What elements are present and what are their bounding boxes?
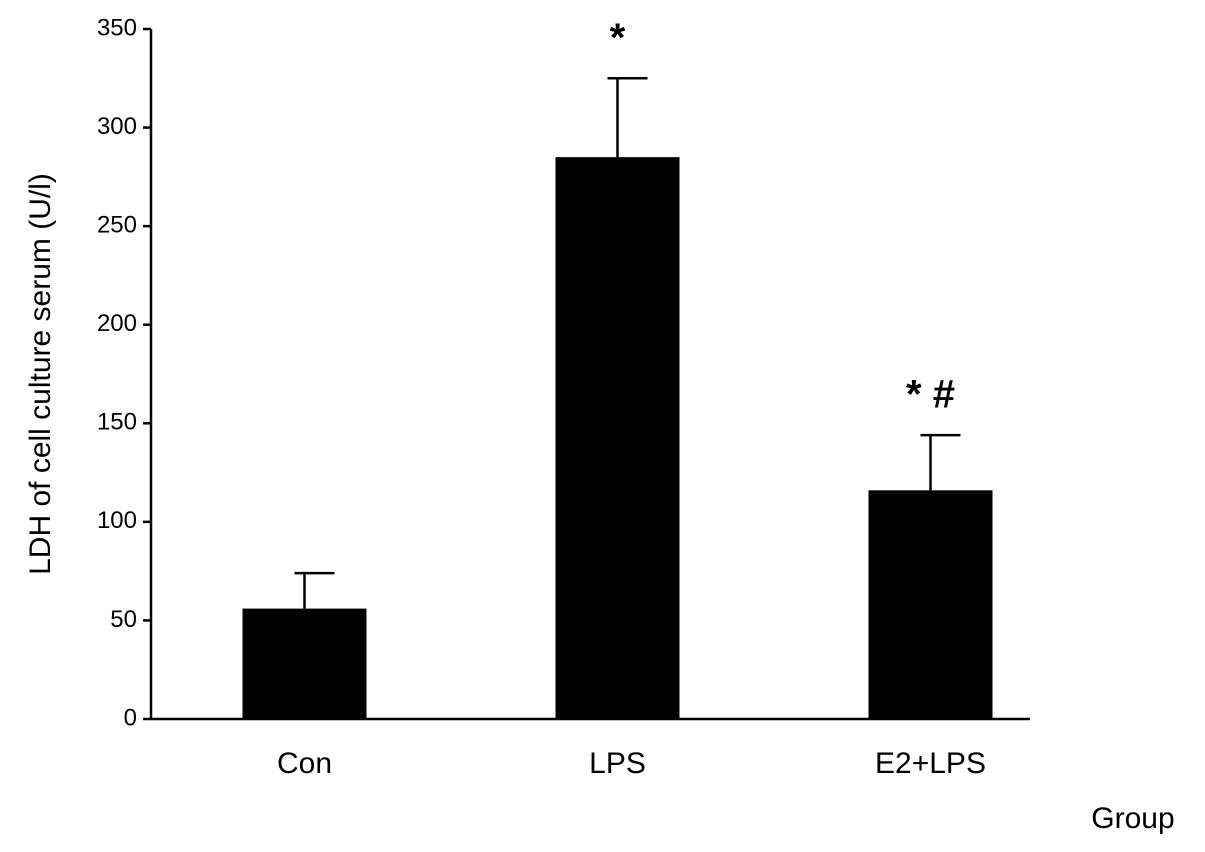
y-tick-label: 50 bbox=[110, 606, 137, 633]
bar bbox=[242, 608, 367, 719]
bar bbox=[555, 157, 680, 720]
x-tick-label: Con bbox=[277, 747, 332, 780]
y-tick-label: 300 bbox=[97, 113, 137, 140]
y-tick-label: 350 bbox=[97, 14, 137, 41]
y-tick-label: 200 bbox=[97, 310, 137, 337]
y-tick-label: 150 bbox=[97, 409, 137, 436]
y-tick-label: 250 bbox=[97, 211, 137, 238]
y-axis-title: LDH of cell culture serum (U/l) bbox=[24, 173, 57, 575]
significance-label: * # bbox=[906, 373, 955, 417]
x-tick-label: LPS bbox=[589, 747, 646, 780]
x-tick-label: E2+LPS bbox=[875, 747, 986, 780]
y-tick-label: 0 bbox=[124, 704, 137, 731]
x-axis-title: Group bbox=[1091, 802, 1174, 835]
bar bbox=[868, 490, 993, 719]
significance-label: * bbox=[610, 16, 626, 60]
y-tick-label: 100 bbox=[97, 507, 137, 534]
